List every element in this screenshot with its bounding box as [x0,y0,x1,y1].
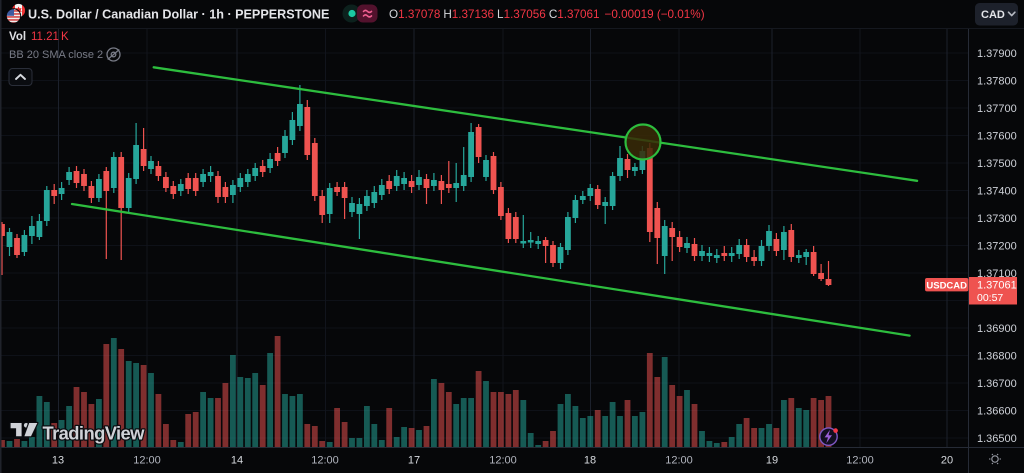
svg-text:12:00: 12:00 [489,455,517,467]
svg-text:1.37600: 1.37600 [977,130,1017,142]
svg-text:1.36700: 1.36700 [977,378,1017,390]
svg-text:1.37200: 1.37200 [977,240,1017,252]
svg-text:U.S. Dollar / Canadian Dollar: U.S. Dollar / Canadian Dollar · 1h · PEP… [28,8,329,22]
svg-text:1.37300: 1.37300 [977,213,1017,225]
svg-text:1.37700: 1.37700 [977,103,1017,115]
svg-text:00:57: 00:57 [977,292,1003,304]
svg-text:11.21K: 11.21 K [31,31,69,43]
svg-text:17: 17 [408,455,420,467]
svg-text:1.37500: 1.37500 [977,158,1017,170]
svg-text:1.36800: 1.36800 [977,350,1017,362]
svg-text:12:00: 12:00 [665,455,693,467]
svg-text:1.36600: 1.36600 [977,405,1017,417]
svg-text:Vol: Vol [9,31,26,43]
svg-text:12:00: 12:00 [133,455,161,467]
svg-text:USDCAD: USDCAD [926,280,967,291]
svg-text:13: 13 [52,455,64,467]
svg-text:1.36900: 1.36900 [977,323,1017,335]
svg-text:1.36500: 1.36500 [977,433,1017,445]
svg-text:18: 18 [584,455,596,467]
svg-text:1.37100: 1.37100 [977,268,1017,280]
svg-text:12:00: 12:00 [846,455,874,467]
svg-text:1.37400: 1.37400 [977,185,1017,197]
svg-text:TradingView: TradingView [43,422,146,443]
svg-text:1.37900: 1.37900 [977,48,1017,60]
svg-text:BB 20 SMA close 2: BB 20 SMA close 2 [9,49,103,61]
svg-text:12:00: 12:00 [311,455,339,467]
svg-text:20: 20 [941,455,953,467]
svg-text:1.37800: 1.37800 [977,75,1017,87]
svg-text:19: 19 [766,455,778,467]
svg-text:CAD: CAD [981,9,1005,21]
svg-text:14: 14 [231,455,243,467]
svg-text:1.37061: 1.37061 [977,280,1017,292]
